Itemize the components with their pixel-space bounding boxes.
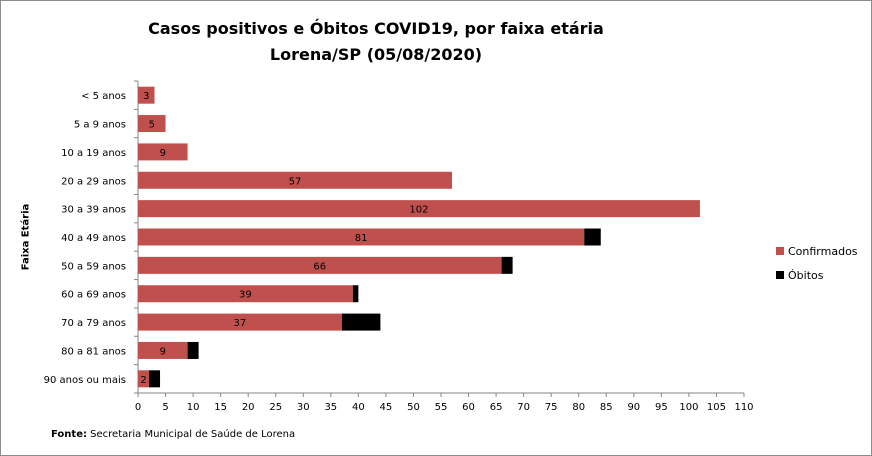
category-label: 90 anos ou mais bbox=[44, 375, 126, 386]
x-tick-label: 75 bbox=[545, 402, 558, 413]
category-label: 20 a 29 anos bbox=[61, 176, 126, 187]
data-label-obitos: 3 bbox=[589, 233, 595, 244]
bar-confirmados bbox=[138, 285, 353, 303]
x-tick-label: 45 bbox=[380, 402, 393, 413]
legend-label-confirmados: Confirmados bbox=[788, 244, 858, 258]
legend-item-confirmados: Confirmados bbox=[776, 242, 858, 260]
x-tick-label: 40 bbox=[352, 402, 365, 413]
x-tick-label: 110 bbox=[734, 402, 753, 413]
bar-confirmados bbox=[138, 200, 700, 218]
legend: Confirmados Óbitos bbox=[776, 242, 858, 290]
bar-obitos bbox=[352, 285, 359, 303]
category-label: 5 a 9 anos bbox=[74, 120, 126, 131]
legend-label-obitos: Óbitos bbox=[788, 268, 824, 282]
category-label: 80 a 81 anos bbox=[61, 346, 126, 357]
bar-confirmados bbox=[138, 143, 188, 161]
data-label-confirmados: 9 bbox=[160, 148, 166, 159]
category-label: 70 a 79 anos bbox=[61, 318, 126, 329]
data-label-confirmados: 2 bbox=[140, 375, 146, 386]
source-label: Fonte: bbox=[51, 429, 87, 440]
x-tick-label: 95 bbox=[655, 402, 668, 413]
x-tick-label: 60 bbox=[462, 402, 475, 413]
x-tick-label: 15 bbox=[214, 402, 227, 413]
category-label: 40 a 49 anos bbox=[61, 233, 126, 244]
x-tick-label: 65 bbox=[490, 402, 503, 413]
data-label-confirmados: 66 bbox=[313, 261, 326, 272]
bar-confirmados bbox=[138, 228, 585, 246]
data-label-obitos: 2 bbox=[151, 375, 157, 386]
source-note: Fonte: Secretaria Municipal de Saúde de … bbox=[51, 429, 295, 440]
x-tick-label: 70 bbox=[517, 402, 530, 413]
bar-confirmados bbox=[138, 115, 166, 133]
data-label-confirmados: 37 bbox=[234, 318, 247, 329]
bar-obitos bbox=[501, 256, 513, 274]
bar-confirmados bbox=[138, 171, 453, 189]
chart-title: Casos positivos e Óbitos COVID19, por fa… bbox=[148, 19, 604, 38]
x-tick-label: 30 bbox=[297, 402, 310, 413]
legend-swatch-confirmados bbox=[776, 247, 784, 255]
data-label-confirmados: 81 bbox=[355, 233, 368, 244]
x-tick-label: 20 bbox=[242, 402, 255, 413]
data-label-confirmados: 39 bbox=[239, 290, 252, 301]
data-label-confirmados: 5 bbox=[149, 120, 155, 131]
legend-item-obitos: Óbitos bbox=[776, 266, 858, 284]
x-tick-label: 85 bbox=[600, 402, 613, 413]
category-label: 60 a 69 anos bbox=[61, 290, 126, 301]
legend-swatch-obitos bbox=[776, 271, 784, 279]
x-tick-label: 25 bbox=[269, 402, 282, 413]
bar-confirmados bbox=[138, 313, 342, 331]
bar-obitos bbox=[584, 228, 601, 246]
data-label-obitos: 7 bbox=[358, 318, 364, 329]
data-label-obitos: 2 bbox=[190, 346, 196, 357]
category-label: < 5 anos bbox=[81, 91, 126, 102]
x-tick-label: 5 bbox=[162, 402, 168, 413]
data-label-confirmados: 3 bbox=[143, 91, 149, 102]
data-label-confirmados: 57 bbox=[289, 176, 302, 187]
data-label-obitos: 2 bbox=[504, 261, 510, 272]
category-label: 50 a 59 anos bbox=[61, 261, 126, 272]
x-tick-label: 90 bbox=[627, 402, 640, 413]
data-label-obitos: 1 bbox=[352, 290, 358, 301]
data-label-confirmados: 102 bbox=[409, 205, 428, 216]
chart-subtitle: Lorena/SP (05/08/2020) bbox=[269, 45, 483, 64]
bar-confirmados bbox=[138, 256, 502, 274]
bar-confirmados bbox=[138, 86, 155, 104]
data-label-confirmados: 9 bbox=[160, 346, 166, 357]
x-tick-label: 35 bbox=[324, 402, 337, 413]
bar-confirmados bbox=[138, 370, 150, 388]
source-text: Secretaria Municipal de Saúde de Lorena bbox=[86, 429, 296, 440]
x-tick-label: 105 bbox=[707, 402, 726, 413]
bar-obitos bbox=[341, 313, 381, 331]
bar-confirmados bbox=[138, 341, 188, 359]
bar-obitos bbox=[187, 341, 199, 359]
x-tick-label: 80 bbox=[572, 402, 585, 413]
x-tick-label: 0 bbox=[135, 402, 141, 413]
category-label: 10 a 19 anos bbox=[61, 148, 126, 159]
x-tick-label: 50 bbox=[407, 402, 420, 413]
x-tick-label: 100 bbox=[679, 402, 698, 413]
category-label: 30 a 39 anos bbox=[61, 205, 126, 216]
x-tick-label: 55 bbox=[435, 402, 448, 413]
bar-obitos bbox=[149, 370, 161, 388]
x-tick-label: 10 bbox=[187, 402, 200, 413]
